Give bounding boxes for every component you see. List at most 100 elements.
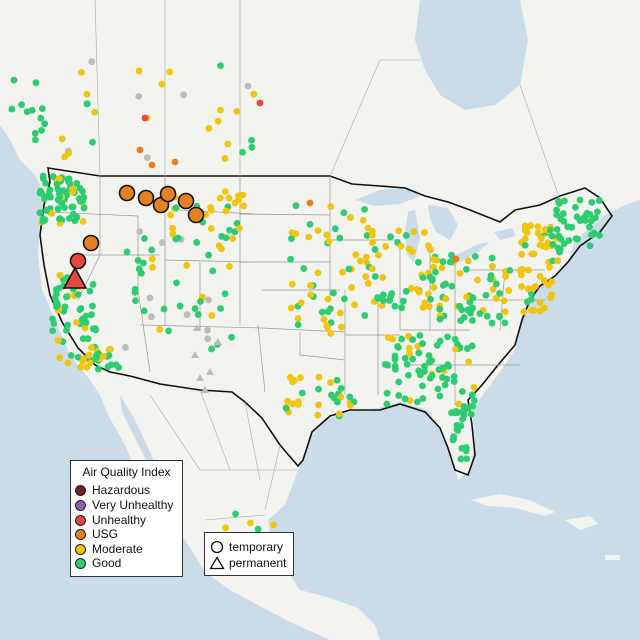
station-dot <box>587 217 595 225</box>
station-dot <box>425 290 432 298</box>
station-dot <box>41 195 48 203</box>
station-dot <box>471 253 479 260</box>
station-dot <box>496 290 503 297</box>
station-dot <box>476 310 484 318</box>
station-dot <box>502 272 510 280</box>
station-dot <box>39 175 47 182</box>
station-dot <box>506 266 514 274</box>
station-dot <box>586 223 593 231</box>
high-aqi-markers <box>62 184 205 289</box>
station-dot <box>463 455 471 463</box>
station-dot <box>534 223 542 231</box>
station-dot <box>135 92 143 100</box>
high-aqi-circle <box>69 252 87 270</box>
station-dot <box>79 335 87 343</box>
station-dot <box>88 58 96 66</box>
legend-label: Very Unhealthy <box>92 498 174 512</box>
cuba <box>470 494 555 516</box>
station-dot <box>323 231 331 239</box>
station-dot <box>160 305 168 313</box>
station-dot <box>56 215 63 223</box>
station-dot <box>346 402 354 410</box>
very-unhealthy-swatch <box>75 499 86 511</box>
hudson-bay <box>415 0 528 110</box>
station-dot <box>320 316 328 323</box>
station-dot <box>399 297 407 305</box>
station-dot <box>425 358 433 366</box>
station-dot <box>226 226 233 234</box>
station-dot <box>216 194 224 202</box>
station-dot <box>546 264 553 271</box>
station-dot <box>488 254 496 262</box>
station-dot <box>348 284 356 291</box>
station-dot <box>521 235 529 243</box>
station-dot <box>541 226 549 233</box>
station-dot <box>483 312 491 320</box>
station-dot <box>430 283 438 291</box>
station-dot <box>442 295 450 303</box>
station-dot <box>470 397 478 404</box>
station-dot <box>297 299 305 307</box>
station-dot <box>104 363 112 371</box>
temporary-label: temporary <box>229 540 284 554</box>
station-dot <box>536 273 544 280</box>
station-dot <box>337 384 345 392</box>
station-dot <box>401 354 409 362</box>
station-dot <box>435 366 443 374</box>
station-dot <box>549 241 557 248</box>
station-dot <box>71 217 79 225</box>
station-dot <box>38 126 45 134</box>
station-dot <box>362 273 370 281</box>
station-dot <box>369 239 376 247</box>
station-dot <box>141 235 148 242</box>
aqi-legend: Air Quality Index Hazardous Very Unhealt… <box>70 460 183 577</box>
station-dot <box>464 257 472 265</box>
station-dot <box>518 283 526 290</box>
station-dot <box>248 143 256 151</box>
station-dot <box>415 349 423 357</box>
station-dot <box>368 231 376 239</box>
station-dot <box>215 242 223 250</box>
station-dot <box>381 360 389 368</box>
high-aqi-circle <box>177 192 195 210</box>
legend-item-moderate: Moderate <box>75 542 143 556</box>
station-dot <box>364 280 372 287</box>
station-dot <box>419 340 426 348</box>
station-dot <box>409 336 417 344</box>
legend-item-temporary: temporary <box>209 540 283 554</box>
station-dot <box>534 229 542 237</box>
station-dot <box>462 265 470 273</box>
station-dot <box>74 290 82 298</box>
station-dot <box>180 91 188 99</box>
station-dot <box>183 311 191 319</box>
station-dot <box>327 379 334 386</box>
station-dot <box>463 293 470 301</box>
station-dot <box>536 241 544 249</box>
station-dot <box>452 255 460 263</box>
station-dot <box>523 298 531 306</box>
station-dot <box>306 199 314 207</box>
station-dot <box>169 224 177 232</box>
station-dot <box>436 392 444 400</box>
station-dot <box>482 291 490 299</box>
station-dot <box>596 197 603 204</box>
station-dot <box>406 349 413 357</box>
station-dot <box>197 297 204 305</box>
station-dot <box>425 242 432 250</box>
station-dot <box>489 285 497 293</box>
station-dot <box>536 307 544 315</box>
station-dot <box>337 393 345 401</box>
station-dot <box>402 287 410 295</box>
station-dot <box>83 100 91 108</box>
station-dot <box>336 309 344 317</box>
station-dot <box>55 175 63 183</box>
station-dot <box>401 395 409 403</box>
legend-label: Hazardous <box>92 483 151 497</box>
station-dot <box>544 281 552 289</box>
station-dot <box>66 180 74 187</box>
station-dot <box>270 521 277 529</box>
station-dot <box>65 149 72 157</box>
station-dot <box>383 400 391 408</box>
station-dot <box>112 361 120 369</box>
station-dot <box>580 214 588 222</box>
